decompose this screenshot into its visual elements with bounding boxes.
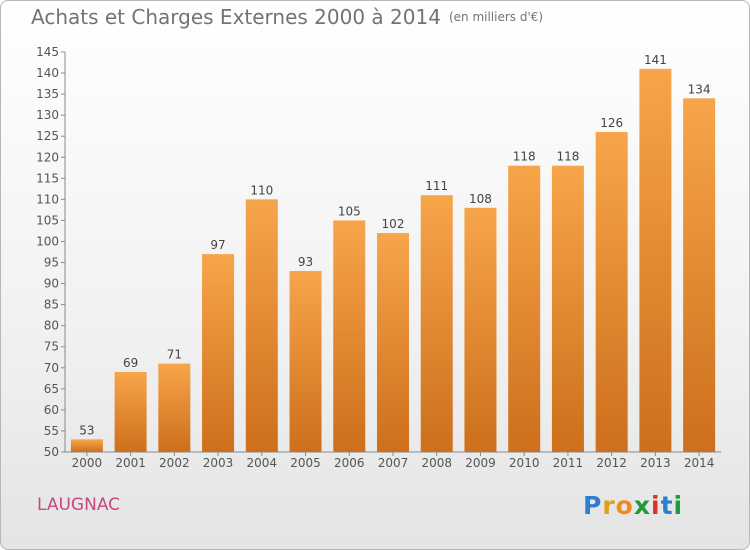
y-tick-label: 80 [44, 319, 59, 333]
bar [114, 372, 147, 452]
y-tick-label: 55 [44, 424, 59, 438]
bar [377, 233, 409, 452]
bar-value-label: 105 [338, 204, 361, 218]
y-tick-label: 135 [36, 87, 59, 101]
bar [245, 199, 278, 452]
logo-letter: r [602, 491, 616, 520]
chart-title: Achats et Charges Externes 2000 à 2014 (e… [31, 5, 543, 29]
bar-value-label: 102 [382, 217, 405, 231]
bar [639, 68, 672, 452]
bar [158, 363, 191, 452]
bar [70, 439, 103, 452]
x-tick-label: 2009 [465, 456, 496, 470]
logo-letter: o [615, 491, 634, 520]
x-tick-label: 2012 [596, 456, 627, 470]
x-tick-label: 2008 [421, 456, 452, 470]
y-tick-label: 65 [44, 382, 59, 396]
bar [683, 98, 716, 452]
x-tick-label: 2014 [684, 456, 715, 470]
bar-value-label: 134 [688, 82, 711, 96]
y-tick-label: 50 [44, 445, 59, 459]
y-tick-label: 145 [36, 45, 59, 59]
bar-value-label: 108 [469, 192, 492, 206]
bar-value-label: 126 [600, 116, 623, 130]
proxiti-logo: Proxiti [583, 491, 683, 520]
y-tick-label: 75 [44, 340, 59, 354]
bar [464, 207, 497, 452]
bar-value-label: 71 [167, 348, 182, 362]
x-tick-label: 2000 [72, 456, 103, 470]
logo-letter: P [583, 491, 603, 520]
y-tick-label: 125 [36, 129, 59, 143]
x-tick-label: 2001 [115, 456, 146, 470]
bar [551, 165, 584, 452]
y-tick-label: 110 [36, 192, 59, 206]
y-tick-label: 130 [36, 108, 59, 122]
bar-value-label: 141 [644, 53, 667, 67]
bar-value-label: 93 [298, 255, 313, 269]
bar [508, 165, 541, 452]
place-name: LAUGNAC [37, 495, 121, 515]
x-tick-label: 2002 [159, 456, 190, 470]
x-tick-label: 2005 [290, 456, 321, 470]
x-tick-label: 2010 [509, 456, 540, 470]
x-tick-label: 2004 [247, 456, 278, 470]
x-tick-label: 2011 [553, 456, 584, 470]
y-tick-label: 105 [36, 213, 59, 227]
bar-value-label: 110 [250, 183, 273, 197]
y-tick-label: 120 [36, 150, 59, 164]
bar-value-label: 53 [79, 423, 94, 437]
x-tick-label: 2003 [203, 456, 234, 470]
bar [333, 220, 366, 452]
bar [420, 195, 453, 452]
y-tick-label: 60 [44, 403, 59, 417]
bar [289, 270, 322, 452]
x-tick-label: 2013 [640, 456, 671, 470]
x-tick-label: 2006 [334, 456, 365, 470]
y-tick-label: 115 [36, 171, 59, 185]
y-tick-label: 85 [44, 298, 59, 312]
bar-value-label: 118 [513, 150, 536, 164]
logo-letter: i [673, 491, 684, 520]
y-tick-label: 95 [44, 256, 59, 270]
bar [595, 132, 628, 452]
bar-value-label: 69 [123, 356, 138, 370]
title-unit: (en milliers d'€) [448, 10, 544, 24]
title-text: Achats et Charges Externes 2000 à 2014 [31, 5, 441, 29]
y-tick-label: 140 [36, 66, 59, 80]
logo-letter: i [651, 491, 661, 520]
y-tick-label: 90 [44, 277, 59, 291]
bar-value-label: 97 [210, 238, 225, 252]
y-tick-label: 70 [44, 361, 59, 375]
bar [202, 254, 235, 452]
y-tick-label: 100 [36, 234, 59, 248]
x-tick-label: 2007 [378, 456, 409, 470]
bar-value-label: 118 [556, 150, 579, 164]
logo-letter: x [633, 491, 651, 520]
logo-letter: t [660, 491, 674, 520]
bar-value-label: 111 [425, 179, 448, 193]
